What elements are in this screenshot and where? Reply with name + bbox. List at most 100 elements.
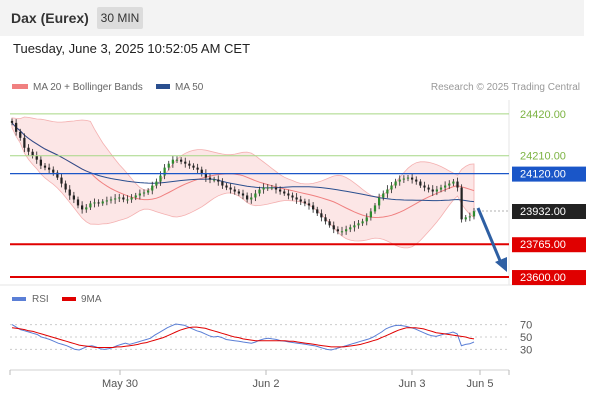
candle-body-3 [23,137,26,148]
candle-body-31 [138,193,141,196]
candle-body-9 [48,167,51,170]
candle-body-74 [316,209,319,214]
level-label-5: 23600.00 [520,272,566,284]
candle-body-26 [118,197,121,199]
level-box-2 [512,166,586,182]
candle-body-65 [279,189,282,192]
candle-body-87 [369,211,372,218]
candle-body-23 [105,200,108,202]
candle-body-70 [299,199,302,202]
x-tick-label-0: May 30 [102,378,138,390]
x-tick-label-3: Jun 5 [467,378,494,390]
candle-body-18 [85,207,88,210]
candle-body-62 [266,187,269,189]
candle-body-92 [390,185,393,190]
candle-body-16 [76,199,80,206]
candle-body-44 [192,165,195,168]
candle-body-108 [456,181,459,188]
candle-body-111 [468,216,471,218]
candle-body-56 [241,193,245,196]
ma50-legend-swatch [156,84,170,89]
candle-body-40 [175,159,179,161]
level-box-5 [512,270,586,286]
candle-body-83 [353,225,356,228]
credit-label: Research © 2025 Trading Central [431,82,580,93]
candle-body-101 [427,187,430,190]
candle-body-110 [464,217,467,220]
candle-body-60 [258,189,261,194]
candle-body-24 [109,199,113,201]
candle-body-55 [237,191,240,194]
candle-body-53 [229,187,232,190]
candle-body-82 [349,227,352,230]
level-box-3 [512,204,586,219]
candle-body-45 [196,167,199,170]
candle-body-21 [97,202,100,204]
candle-body-14 [68,189,71,196]
candle-body-69 [295,197,298,200]
candle-body-80 [340,231,344,233]
level-label-4: 23765.00 [520,239,566,251]
candle-body-107 [452,181,455,184]
candle-body-77 [328,221,331,226]
candle-body-102 [431,189,434,192]
candle-body-97 [411,177,414,180]
candle-body-50 [217,179,220,182]
candle-body-1 [15,122,18,132]
candle-body-34 [151,185,154,191]
candle-body-12 [60,177,63,184]
candle-body-78 [332,225,335,230]
candle-body-19 [89,203,92,208]
candle-body-39 [171,159,174,164]
ma9-legend-swatch [62,297,76,301]
projection-arrow [476,207,507,272]
candle-body-88 [373,205,377,212]
candle-body-6 [35,155,38,160]
candle-body-64 [274,187,278,190]
candle-body-79 [336,229,339,232]
level-label-1: 24210.00 [520,151,566,163]
candle-body-22 [101,201,104,204]
x-tick-label-1: Jun 2 [253,378,280,390]
candle-body-72 [307,203,311,206]
candle-body-106 [448,183,451,186]
candle-body-36 [159,175,162,182]
candle-body-49 [213,179,216,181]
candle-body-90 [382,193,385,198]
candle-body-32 [142,192,146,194]
candle-body-8 [43,165,47,168]
candle-body-84 [357,223,360,226]
candle-body-103 [435,189,438,192]
candle-body-59 [254,193,257,198]
candle-body-98 [415,179,418,182]
rsi-level-label-1: 50 [520,332,532,344]
x-tick-label-2: Jun 3 [399,378,426,390]
rsi-level-label-2: 30 [520,344,532,356]
candle-body-20 [93,202,96,204]
candle-body-7 [39,159,42,166]
candle-body-54 [233,189,236,192]
candle-body-29 [130,197,133,200]
candle-body-89 [378,197,381,206]
candle-body-15 [72,195,75,200]
candle-body-46 [200,169,203,174]
candle-body-100 [423,185,426,188]
candle-body-5 [31,151,34,156]
candle-body-91 [386,189,389,194]
level-box-4 [512,237,586,253]
candle-body-71 [303,201,306,204]
candle-body-25 [114,198,117,200]
candle-body-96 [406,177,410,179]
candle-body-17 [81,205,84,210]
candle-body-28 [126,199,129,201]
timeframe-button[interactable]: 30 MIN [97,7,143,29]
candle-body-99 [419,181,422,186]
timestamp: Tuesday, June 3, 2025 10:52:05 AM CET [13,41,251,56]
candle-body-58 [250,197,253,200]
ma50-legend-label: MA 50 [175,82,204,93]
candle-body-0 [10,120,14,123]
rsi-legend-swatch [12,297,26,301]
level-label-3: 23932.00 [520,206,566,218]
candle-body-11 [56,172,59,178]
candle-body-94 [398,179,401,182]
